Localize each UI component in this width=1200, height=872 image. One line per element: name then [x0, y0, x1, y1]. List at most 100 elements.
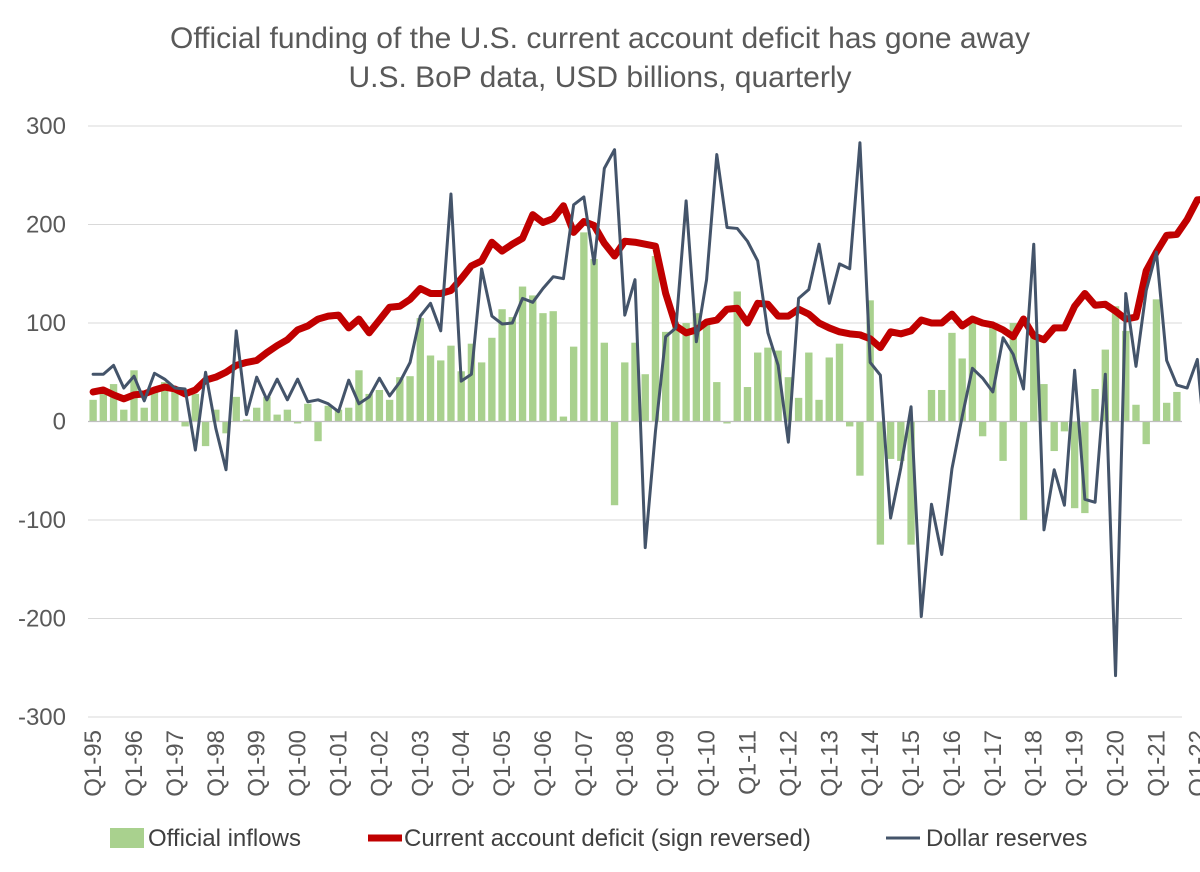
official-inflows-bar	[539, 313, 547, 422]
official-inflows-bar	[549, 311, 557, 422]
official-inflows-bar	[365, 393, 373, 422]
official-inflows-bar	[457, 371, 465, 422]
official-inflows-bar	[825, 357, 833, 422]
official-inflows-bar	[171, 391, 179, 422]
official-inflows-bar	[713, 382, 721, 422]
x-tick-label: Q1-12	[775, 730, 802, 797]
official-inflows-bar	[498, 309, 506, 422]
official-inflows-bar	[610, 421, 619, 506]
official-inflows-bar	[835, 343, 844, 422]
official-inflows-bar	[222, 421, 230, 434]
official-inflows-bar	[856, 421, 864, 476]
official-inflows-bar	[1050, 421, 1058, 452]
x-tick-label: Q1-19	[1062, 730, 1089, 797]
official-inflows-bar	[999, 421, 1007, 461]
x-tick-label: Q1-11	[734, 730, 761, 795]
official-inflows-bar	[314, 421, 322, 442]
official-inflows-bar	[334, 409, 343, 422]
official-inflows-bar	[846, 421, 854, 427]
official-inflows-bar	[590, 258, 598, 422]
x-tick-label: Q1-07	[571, 730, 598, 797]
official-inflows-bar	[324, 405, 332, 422]
official-inflows-bar	[958, 358, 966, 422]
x-tick-label: Q1-05	[489, 730, 516, 797]
official-inflows-bar	[140, 407, 148, 422]
x-tick-label: Q1-97	[162, 730, 189, 797]
official-inflows-bar	[242, 419, 251, 422]
official-inflows-bar	[1019, 421, 1028, 520]
x-tick-label: Q1-99	[244, 730, 271, 797]
official-inflows-bar	[723, 421, 731, 424]
y-tick-label: -100	[18, 507, 66, 534]
x-tick-label: Q1-18	[1021, 730, 1048, 797]
official-inflows-bar	[283, 409, 292, 422]
x-tick-label: Q1-02	[366, 730, 393, 797]
x-tick-label: Q1-98	[203, 730, 230, 797]
y-tick-label: 0	[53, 409, 66, 436]
x-tick-label: Q1-21	[1143, 730, 1170, 797]
official-inflows-bar	[355, 370, 363, 422]
official-inflows-bar	[805, 352, 813, 422]
official-inflows-bar	[181, 421, 189, 427]
x-tick-label: Q1-08	[612, 730, 639, 797]
official-inflows-bar	[702, 323, 711, 422]
official-inflows-bar	[631, 342, 639, 422]
x-tick-label: Q1-01	[325, 730, 352, 797]
official-inflows-bar	[212, 409, 220, 422]
official-inflows-bar	[754, 352, 762, 422]
official-inflows-bar	[692, 313, 701, 422]
x-tick-label: Q1-15	[898, 730, 925, 797]
official-inflows-bar	[794, 397, 803, 422]
official-inflows-bar	[641, 374, 649, 422]
legend-swatch-official-inflows	[110, 828, 144, 848]
official-inflows-bar	[1040, 384, 1048, 422]
official-inflows-bar	[1091, 388, 1099, 422]
official-inflows-bar	[396, 377, 404, 422]
legend: Official inflows Current account deficit …	[110, 825, 1087, 852]
official-inflows-bar	[1009, 323, 1017, 422]
official-inflows-bar	[600, 342, 609, 422]
official-inflows-bar	[774, 350, 782, 422]
official-inflows-bar	[1081, 421, 1089, 514]
chart-title: Official funding of the U.S. current acc…	[170, 22, 1030, 55]
dollar-reserves-line	[91, 141, 1200, 678]
official-inflows-bar	[907, 421, 915, 545]
official-inflows-bar	[345, 407, 353, 422]
x-tick-label: Q1-06	[530, 730, 557, 797]
official-inflows-bar	[764, 347, 772, 422]
x-tick-label: Q1-95	[80, 730, 107, 797]
x-tick-label: Q1-00	[285, 730, 312, 797]
official-inflows-bar	[89, 399, 97, 422]
official-inflows-bar	[232, 396, 240, 422]
official-inflows-bar	[1152, 299, 1161, 422]
official-inflows-bar	[1060, 421, 1069, 432]
official-inflows-bar	[927, 389, 936, 422]
official-inflows-bar	[1132, 404, 1140, 422]
official-inflows-bars	[89, 232, 1181, 545]
official-inflows-bar	[447, 345, 455, 422]
series-lines	[89, 141, 1200, 678]
x-tick-label: Q1-04	[448, 730, 475, 797]
official-inflows-bar	[1173, 391, 1181, 422]
official-inflows-bar	[467, 343, 476, 422]
official-inflows-bar	[293, 421, 302, 424]
y-tick-label: 200	[26, 212, 66, 239]
legend-label-dollar-reserves: Dollar reserves	[926, 825, 1087, 852]
official-inflows-bar	[559, 416, 568, 422]
y-axis-tick-labels: 300 200 100 0 -100 -200 -300	[18, 113, 66, 731]
official-inflows-bar	[876, 421, 885, 545]
official-inflows-bar	[897, 421, 905, 461]
official-inflows-bar	[273, 414, 281, 422]
official-inflows-bar	[161, 382, 169, 422]
official-inflows-bar	[743, 387, 752, 422]
x-tick-label: Q1-96	[121, 730, 148, 797]
legend-label-current-account-deficit: Current account deficit (sign reversed)	[404, 825, 811, 852]
x-tick-label: Q1-03	[407, 730, 434, 797]
x-tick-label: Q1-22	[1184, 730, 1200, 797]
official-inflows-bar	[508, 317, 516, 422]
y-tick-label: 300	[26, 113, 66, 140]
x-tick-label: Q1-17	[980, 730, 1007, 797]
official-inflows-bar	[948, 332, 956, 422]
